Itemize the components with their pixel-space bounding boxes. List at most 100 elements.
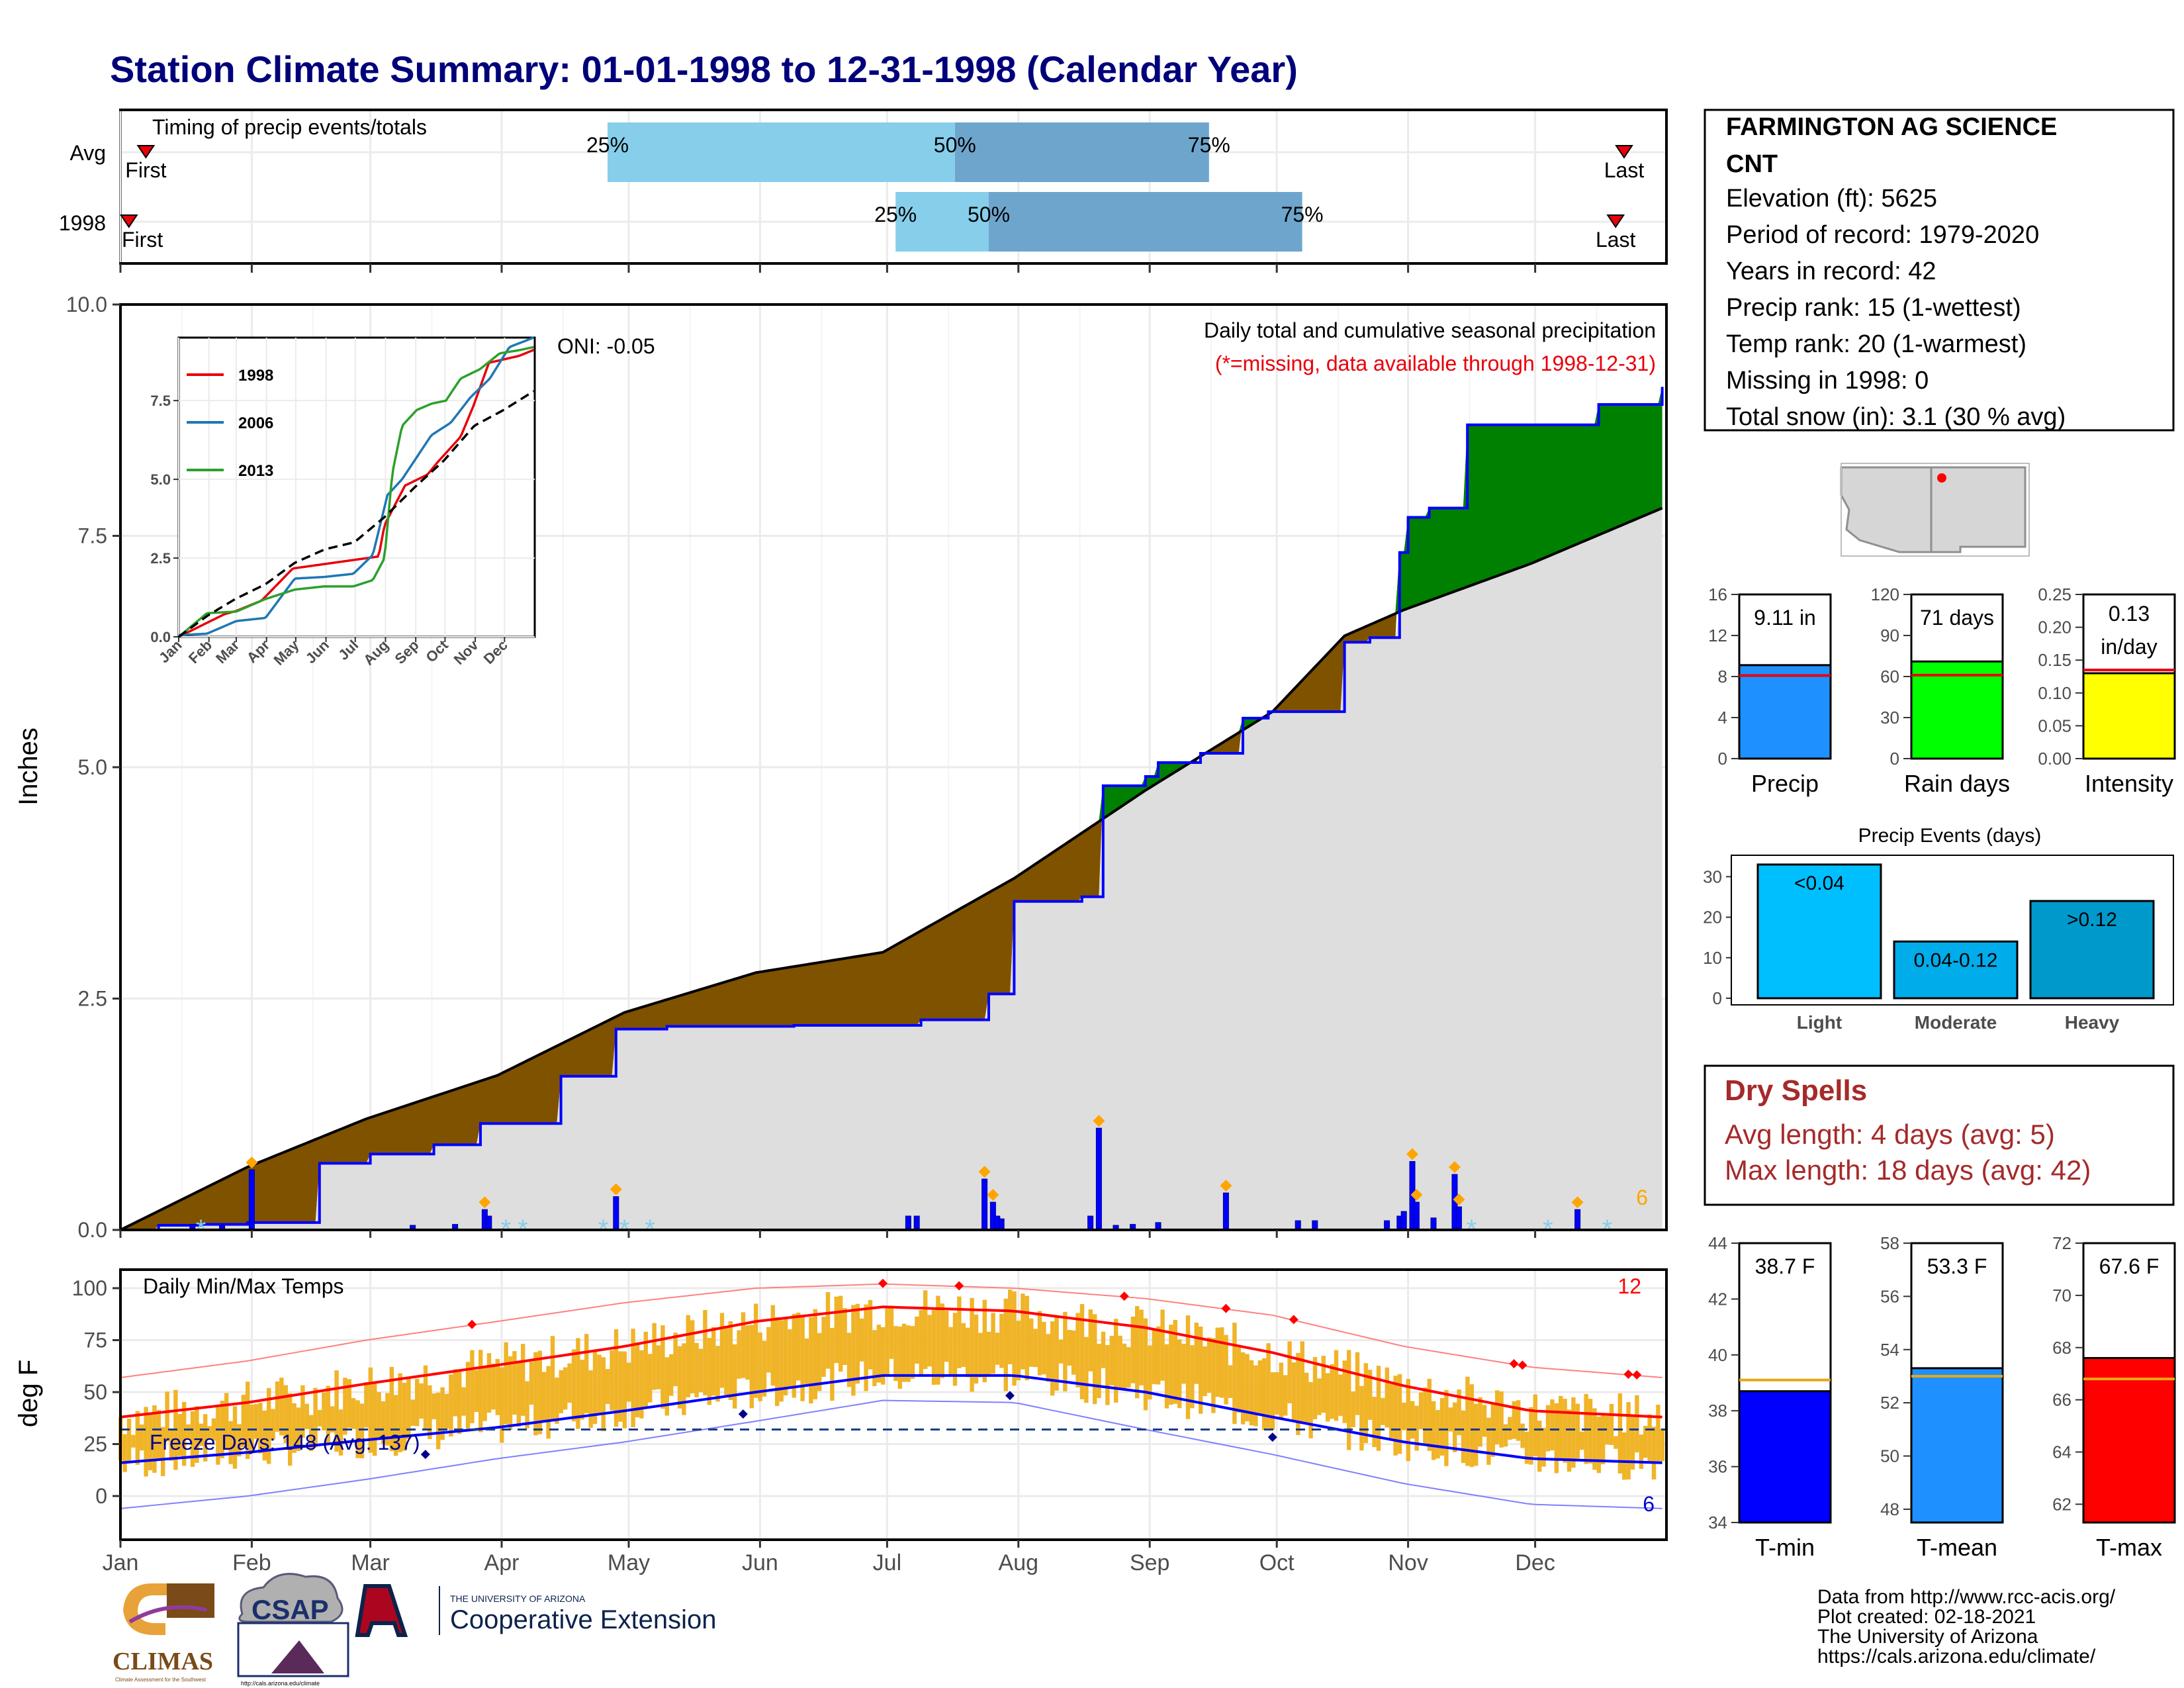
daily-temp-bar	[304, 1403, 309, 1429]
daily-temp-bar	[1275, 1372, 1279, 1415]
intensity-bar	[2082, 672, 2176, 760]
record-high-marker	[1119, 1291, 1129, 1301]
daily-temp-bar	[313, 1387, 318, 1448]
events-y-tick-label: 10	[1703, 948, 1722, 968]
timing-title: Timing of precip events/totals	[152, 115, 427, 139]
daily-temp-bar	[733, 1344, 737, 1409]
daily-temp-bar	[512, 1351, 517, 1415]
t-max-value-label: 67.6 F	[2099, 1254, 2160, 1278]
daily-temp-bar	[203, 1414, 208, 1462]
timing-label-25: 25%	[586, 133, 629, 157]
daily-temp-bar	[330, 1406, 335, 1433]
daily-temp-bar	[122, 1434, 127, 1472]
daily-temp-bar	[1643, 1425, 1648, 1458]
t-mean-y-tick-label: 48	[1880, 1499, 1899, 1519]
dry-spells-frame	[1704, 1064, 2175, 1206]
daily-temp-bar	[1054, 1315, 1059, 1391]
month-label: Nov	[1388, 1550, 1428, 1575]
ua-small-text: THE UNIVERSITY OF ARIZONA	[450, 1593, 586, 1604]
t-max-y-tick-label: 72	[2052, 1233, 2071, 1253]
daily-temp-bar	[368, 1367, 373, 1453]
daily-precip-bar	[613, 1196, 619, 1231]
daily-temp-bar	[406, 1378, 411, 1439]
daily-temp-bar	[889, 1305, 894, 1359]
temp-count-blue: 6	[1643, 1492, 1655, 1516]
daily-temp-bar	[846, 1333, 852, 1387]
inset-y-tick-label: 5.0	[150, 471, 171, 488]
daily-temp-bar	[1203, 1346, 1207, 1397]
daily-temp-bar	[1304, 1372, 1309, 1425]
daily-temp-bar	[267, 1387, 271, 1464]
daily-temp-bar	[500, 1367, 504, 1443]
t-mean-value-label: 53.3 F	[1927, 1254, 1987, 1278]
t-max-y-tick-label: 70	[2052, 1286, 2071, 1305]
daily-temp-bar	[1270, 1372, 1275, 1430]
rain-days-y-tick-label: 30	[1880, 708, 1899, 727]
daily-temp-bar	[241, 1394, 246, 1448]
freeze-days-label: Freeze Days: 148 (Avg: 137)	[150, 1430, 420, 1454]
heavy-event-marker	[987, 1189, 999, 1201]
daily-temp-bar	[1194, 1323, 1199, 1384]
daily-temp-bar	[402, 1382, 407, 1451]
daily-temp-bar	[144, 1407, 148, 1477]
month-label: Feb	[232, 1550, 271, 1575]
first-event-label: First	[125, 158, 166, 182]
daily-temp-bar	[571, 1349, 576, 1422]
daily-temp-bar	[834, 1296, 839, 1364]
daily-temp-bar	[792, 1313, 796, 1398]
daily-temp-bar	[775, 1317, 780, 1407]
daily-temp-bar	[606, 1369, 610, 1404]
daily-temp-bar	[152, 1405, 157, 1473]
heavy-event-marker	[1571, 1196, 1584, 1209]
events-title: Precip Events (days)	[1858, 825, 2042, 847]
inset-series-line	[178, 336, 535, 637]
precip-y-tick-label: 5.0	[78, 755, 107, 779]
daily-temp-bar	[1181, 1343, 1186, 1384]
station-location-marker	[1937, 473, 1946, 483]
daily-temp-bar	[1533, 1394, 1537, 1456]
daily-temp-bar	[563, 1367, 568, 1410]
daily-temp-bar	[1003, 1298, 1008, 1391]
daily-temp-bar	[724, 1325, 729, 1395]
daily-temp-bar	[1529, 1407, 1533, 1465]
daily-temp-bar	[1296, 1352, 1300, 1435]
daily-temp-bar	[1334, 1350, 1339, 1421]
daily-temp-bar	[410, 1399, 415, 1427]
precip-total-category-label: Precip	[1751, 770, 1819, 797]
rain-days-y-tick-label: 0	[1890, 749, 1899, 769]
daily-temp-bar	[893, 1326, 898, 1382]
daily-precip-bar	[248, 1169, 255, 1231]
daily-temp-bar	[1241, 1352, 1246, 1425]
station-line-years: Years in record: 42	[1726, 258, 1936, 285]
daily-temp-bar	[271, 1409, 275, 1440]
events-y-tick-label: 20	[1703, 908, 1722, 927]
daily-temp-bar	[800, 1316, 805, 1401]
rain-days-value-label: 71 days	[1920, 606, 1994, 630]
daily-temp-bar	[343, 1378, 347, 1435]
record-high-marker	[1632, 1370, 1642, 1380]
temp-panel-title: Daily Min/Max Temps	[143, 1274, 343, 1298]
daily-temp-bar	[656, 1345, 661, 1389]
daily-temp-bar	[1469, 1384, 1474, 1468]
daily-temp-bar	[262, 1410, 267, 1461]
daily-temp-bar	[1503, 1424, 1508, 1447]
rain-days-category-label: Rain days	[1904, 770, 2010, 797]
daily-precip-bar	[1095, 1127, 1102, 1231]
daily-temp-bar	[1499, 1391, 1504, 1448]
daily-temp-bar	[627, 1362, 631, 1402]
timing-panel: 25% 50% 75% First Last 25% 50% 75% First Last Tim…	[59, 109, 1668, 265]
precip-y-tick-label: 2.5	[78, 987, 107, 1011]
timing-row-avg-label: Avg	[69, 141, 106, 165]
daily-temp-bar	[906, 1325, 911, 1382]
daily-temp-bar	[246, 1382, 250, 1459]
t-min-y-tick-label: 42	[1708, 1289, 1727, 1309]
precip-total-y-tick-label: 4	[1718, 708, 1727, 727]
average-min-line	[120, 1374, 1662, 1464]
t-mean-y-tick-label: 50	[1880, 1446, 1899, 1466]
daily-temp-bar	[529, 1361, 534, 1405]
daily-temp-bar	[597, 1354, 602, 1414]
record-high-marker	[1289, 1315, 1298, 1325]
dry-spells-title: Dry Spells	[1725, 1074, 1867, 1107]
daily-temp-bar	[1130, 1317, 1135, 1383]
t-mean-category-label: T-mean	[1917, 1534, 1997, 1561]
